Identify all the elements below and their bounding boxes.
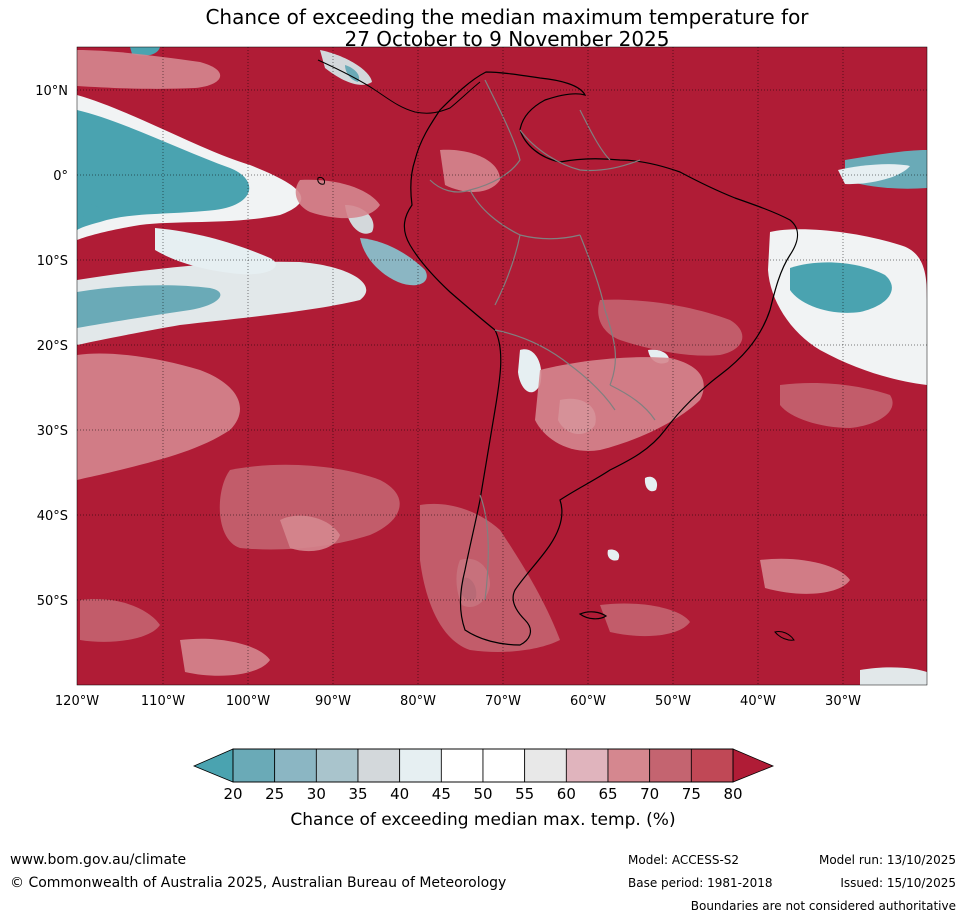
map-title-line-1: Chance of exceeding the median maximum t… bbox=[205, 5, 809, 29]
model-name: Model: ACCESS-S2 bbox=[628, 853, 740, 867]
latitude-label: 50°S bbox=[37, 594, 68, 609]
map-title-line-2: 27 October to 9 November 2025 bbox=[344, 27, 670, 51]
colorbar-bin bbox=[649, 748, 692, 783]
longitude-label: 100°W bbox=[226, 694, 270, 709]
longitude-label: 40°W bbox=[740, 694, 776, 709]
latitude-label: 10°S bbox=[37, 254, 68, 269]
colorbar-tick-label: 45 bbox=[432, 785, 451, 803]
colorbar-frame bbox=[232, 748, 734, 783]
longitude-label: 90°W bbox=[315, 694, 351, 709]
central-america-outline bbox=[317, 59, 481, 114]
colorbar-tick-label: 20 bbox=[223, 785, 242, 803]
colorbar-tick-label: 75 bbox=[682, 785, 701, 803]
colorbar-bin bbox=[565, 748, 609, 783]
south-georgia-island bbox=[774, 631, 795, 641]
model-run-date: Model run: 13/10/2025 bbox=[818, 853, 956, 867]
colorbar-tick-label: 40 bbox=[390, 785, 409, 803]
map-gridlines bbox=[77, 47, 927, 685]
colorbar-tick-label: 50 bbox=[473, 785, 492, 803]
colorbar-tick-labels: 20 25 30 35 40 45 50 55 60 65 70 75 80 bbox=[223, 785, 742, 803]
colorbar-under-arrow bbox=[192, 748, 234, 783]
latitude-label: 20°S bbox=[37, 339, 68, 354]
latitude-label: 0° bbox=[53, 169, 68, 184]
colorbar: 20 25 30 35 40 45 50 55 60 65 70 75 80 Chance of exc… bbox=[192, 748, 775, 830]
colorbar-bin bbox=[274, 748, 317, 783]
country-borders bbox=[429, 79, 656, 601]
latitude-label: 40°S bbox=[37, 509, 68, 524]
colorbar-bin bbox=[440, 748, 484, 783]
boundaries-disclaimer: Boundaries are not considered authoritat… bbox=[690, 899, 956, 913]
colorbar-bin bbox=[399, 748, 442, 783]
latitude-label: 10°N bbox=[35, 84, 68, 99]
colorbar-bin bbox=[690, 748, 734, 783]
colorbar-tick-label: 80 bbox=[723, 785, 742, 803]
colorbar-tick-label: 55 bbox=[515, 785, 534, 803]
galapagos-islands bbox=[317, 177, 325, 185]
colorbar-tick-label: 70 bbox=[640, 785, 659, 803]
issued-date: Issued: 15/10/2025 bbox=[840, 876, 956, 890]
longitude-labels: 120°W 110°W 100°W 90°W 80°W 70°W 60°W 50°W 40°W 3… bbox=[55, 694, 861, 709]
colorbar-bin bbox=[524, 748, 567, 783]
colorbar-tick-label: 35 bbox=[348, 785, 367, 803]
colorbar-bin bbox=[482, 748, 526, 783]
colorbar-tick-label: 30 bbox=[307, 785, 326, 803]
colorbar-label: Chance of exceeding median max. temp. (%… bbox=[290, 810, 675, 830]
colorbar-tick-label: 60 bbox=[557, 785, 576, 803]
longitude-label: 30°W bbox=[825, 694, 861, 709]
colorbar-bin bbox=[607, 748, 651, 783]
copyright-text: © Commonwealth of Australia 2025, Austra… bbox=[10, 875, 507, 891]
below-median-patches bbox=[77, 47, 927, 685]
longitude-label: 110°W bbox=[141, 694, 185, 709]
colorbar-tick-label: 25 bbox=[265, 785, 284, 803]
moderate-probability-patches bbox=[77, 50, 893, 676]
base-period: Base period: 1981-2018 bbox=[628, 876, 773, 890]
colorbar-bin bbox=[315, 748, 359, 783]
colorbar-over-arrow bbox=[732, 748, 775, 783]
colorbar-tick-label: 65 bbox=[598, 785, 617, 803]
longitude-label: 120°W bbox=[55, 694, 99, 709]
longitude-label: 80°W bbox=[400, 694, 436, 709]
website-link[interactable]: www.bom.gov.au/climate bbox=[10, 852, 187, 868]
colorbar-bins bbox=[232, 748, 734, 783]
latitude-label: 30°S bbox=[37, 424, 68, 439]
colorbar-bin bbox=[357, 748, 401, 783]
longitude-label: 50°W bbox=[655, 694, 691, 709]
map-area bbox=[77, 47, 927, 685]
colorbar-bin bbox=[232, 748, 276, 783]
longitude-label: 70°W bbox=[485, 694, 521, 709]
map-frame bbox=[76, 46, 928, 686]
longitude-label: 60°W bbox=[570, 694, 606, 709]
latitude-labels: 10°N 0° 10°S 20°S 30°S 40°S 50°S bbox=[35, 84, 68, 609]
south-america-outline bbox=[403, 71, 799, 646]
